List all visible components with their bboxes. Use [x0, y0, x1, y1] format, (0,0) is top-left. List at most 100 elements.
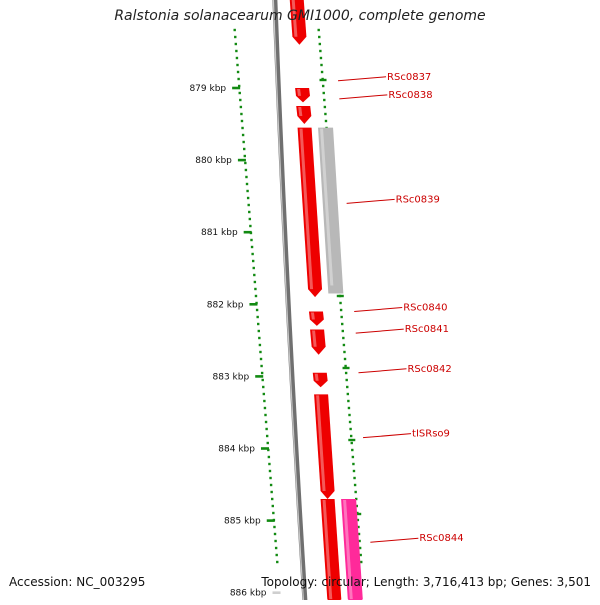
gc-dot-right [324, 112, 327, 116]
feature-arrow [310, 329, 326, 355]
gc-dot-right [351, 455, 355, 459]
feature-highlight [316, 395, 326, 491]
feature-label: RSc0839 [396, 194, 440, 205]
gc-dot-right [355, 497, 358, 501]
feature-leader-line [338, 76, 387, 82]
gc-dot-left [270, 490, 273, 494]
backbone-highlight [272, 0, 305, 605]
gc-dot-left [244, 161, 247, 165]
gc-dot-left [267, 455, 271, 459]
gc-dot-left [239, 105, 243, 109]
gc-dot-right [317, 28, 320, 32]
gc-dot-right [354, 490, 357, 494]
map-title: Ralstonia solanacearum GMI1000, complete… [114, 8, 486, 24]
scale-tick-label: 885 kbp [224, 517, 261, 527]
feature-highlight [297, 89, 301, 96]
gc-dot-right [348, 413, 351, 417]
gc-dot-left [241, 126, 244, 130]
gc-dot-left [253, 273, 256, 277]
gc-dot-left [236, 70, 240, 74]
genome-summary-text: Topology: circular; Length: 3,716,413 bp… [261, 575, 591, 589]
feature-arrow [289, 0, 307, 45]
gc-dot-right [351, 448, 354, 452]
feature-highlight [312, 330, 317, 347]
gc-dot-right [342, 343, 346, 347]
feature-leader-line [362, 433, 412, 439]
gc-dot-left [259, 357, 263, 361]
gc-dot-left [269, 483, 273, 487]
gc-dot-left [264, 420, 268, 424]
gc-dot-right [357, 532, 361, 536]
gc-dot-left [237, 77, 240, 81]
gc-dot-left [248, 217, 252, 221]
gc-dot-right [360, 560, 363, 564]
gc-dot-right [352, 469, 356, 473]
gc-dot-left [250, 245, 254, 249]
gc-dot-left [256, 315, 259, 319]
gc-dot-left [234, 35, 237, 39]
gc-dot-left [258, 336, 261, 340]
gc-dot-right [319, 56, 323, 60]
gc-dot-left [245, 175, 248, 179]
gc-dot-left [252, 266, 255, 270]
gc-dot-left [248, 210, 251, 214]
feature-highlight [299, 128, 314, 290]
gc-dot-left [243, 154, 246, 158]
gc-dot-right [349, 434, 353, 438]
gc-dot-left [236, 63, 239, 67]
gc-dot-right [358, 539, 361, 543]
gc-dot-right [358, 546, 362, 550]
feature-leader-line [339, 94, 388, 100]
gc-dot-left [274, 546, 278, 550]
gc-dot-left [266, 441, 269, 445]
feature-arrow [296, 106, 312, 125]
gc-dot-right [344, 371, 348, 375]
backbone-line [272, 0, 308, 605]
scale-tick-label: 881 kbp [201, 228, 238, 238]
gc-dot-left [235, 49, 238, 53]
gc-dot-right [318, 42, 322, 46]
gc-dot-right [323, 98, 326, 102]
gc-dot-left [268, 469, 272, 473]
gc-dot-left [239, 98, 242, 102]
gc-dot-left [267, 448, 270, 452]
scale-tick-label: 880 kbp [195, 156, 232, 166]
feature-arrow [341, 498, 363, 605]
feature-label: RSc0841 [405, 324, 449, 335]
gc-dot-right [340, 315, 343, 319]
scale-tick-label: 879 kbp [189, 84, 226, 94]
gc-dot-left [262, 392, 266, 396]
feature-label: RSc0844 [419, 533, 463, 544]
gc-dot-left [269, 476, 272, 480]
feature-leader-line [346, 198, 395, 204]
gc-dot-left [260, 371, 264, 375]
feature-label: RSc0837 [387, 72, 431, 83]
feature-label: RSc0842 [407, 364, 451, 375]
gc-dot-left [249, 224, 252, 228]
gc-dot-left [260, 364, 263, 368]
scale-tick [232, 86, 241, 90]
gc-dot-left [235, 56, 239, 60]
gc-dot-left [276, 560, 279, 564]
gc-dot-left [255, 308, 259, 312]
gc-dot-right [341, 322, 344, 326]
gc-dot-left [263, 399, 266, 403]
gc-dash-right [342, 366, 350, 370]
gc-dot-right [353, 483, 357, 487]
feature-arrow [318, 127, 344, 294]
gc-dot-right [348, 420, 352, 424]
gc-dot-left [264, 413, 267, 417]
scale-tick [272, 591, 281, 594]
feature-highlight [291, 0, 298, 37]
gc-dot-left [268, 462, 271, 466]
scale-tick [249, 303, 258, 306]
gc-dot-right [356, 518, 360, 522]
scale-tick-label: 884 kbp [218, 445, 255, 455]
gc-dot-left [273, 525, 276, 529]
scale-tick-label: 886 kbp [230, 589, 267, 599]
feature-leader-line [358, 368, 407, 374]
gc-dash-right [319, 78, 327, 82]
gc-dot-left [250, 238, 253, 242]
feature-highlight [343, 499, 353, 600]
